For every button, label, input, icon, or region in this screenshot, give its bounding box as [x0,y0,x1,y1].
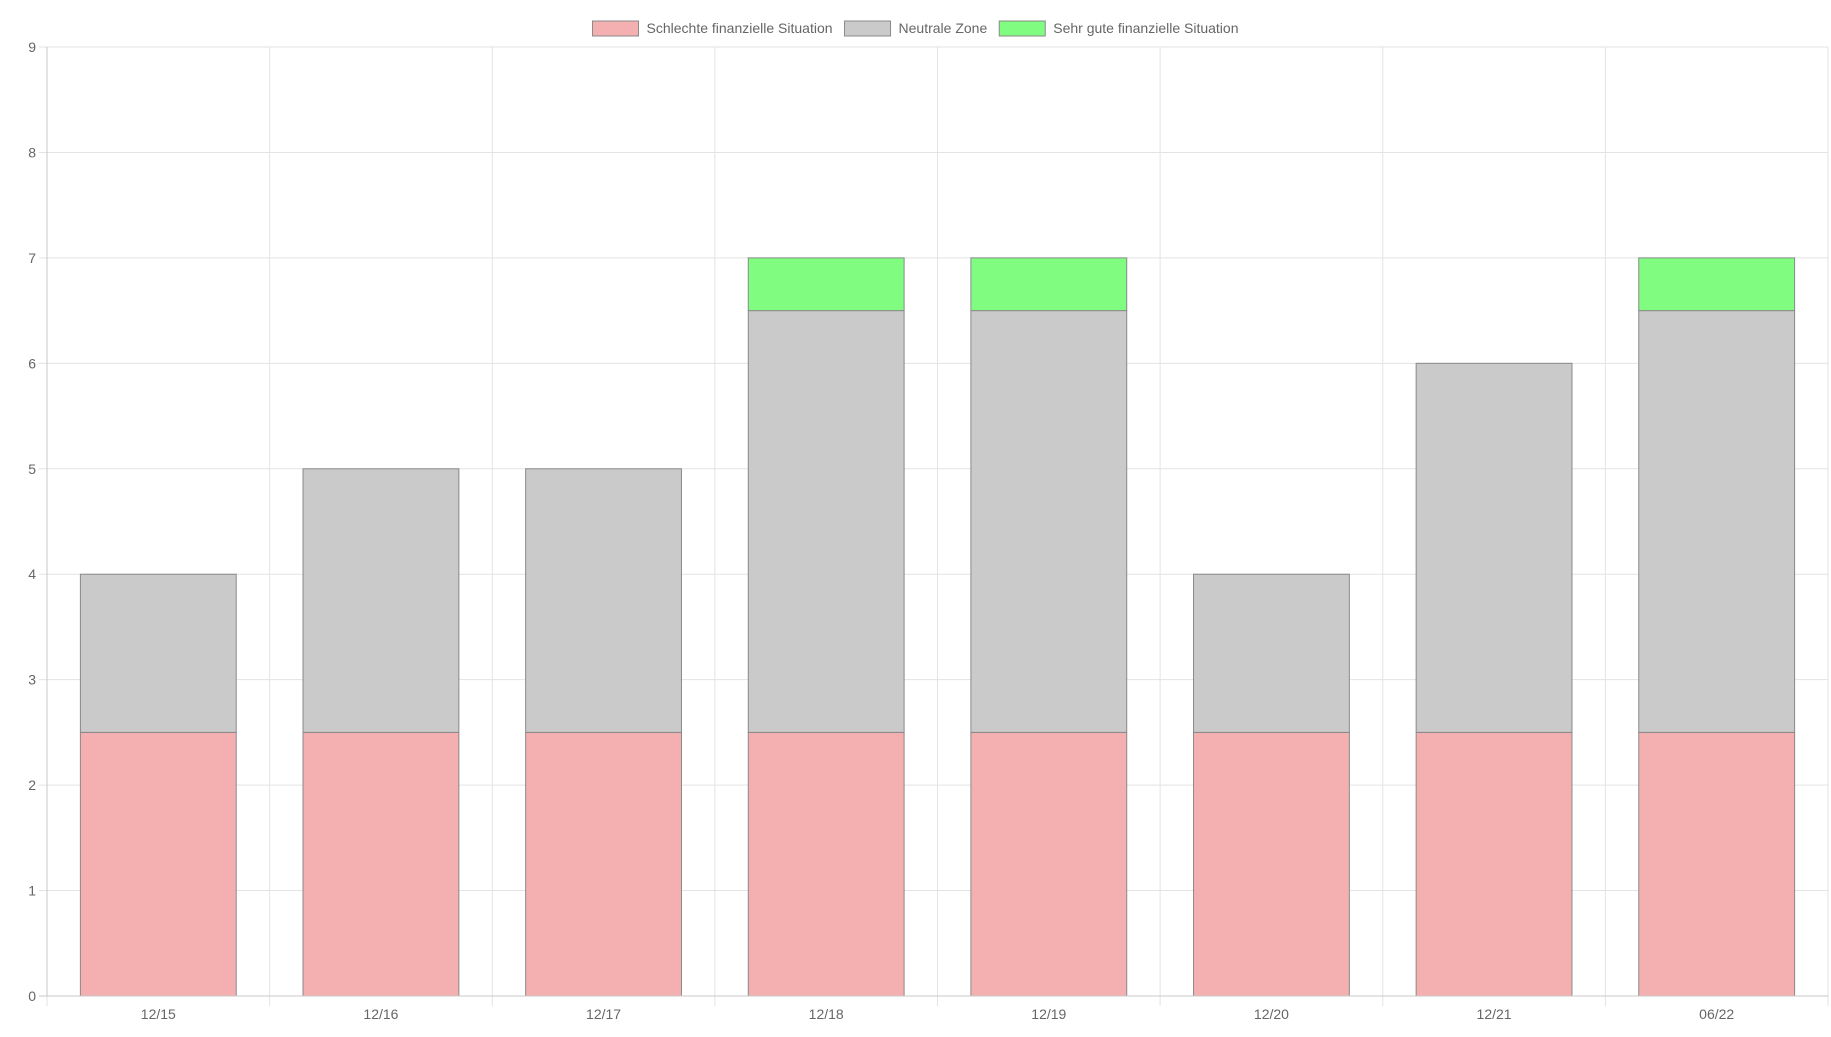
bar-segment-2-12-15[interactable] [79,573,237,733]
y-tick-label: 0 [28,988,36,1004]
bar-segment-1-12-15[interactable] [79,731,237,997]
bar-segment-2-06-22[interactable] [1638,310,1796,733]
y-tick-label: 6 [28,355,36,371]
legend-swatch [844,20,892,37]
y-tick-label: 5 [28,461,36,477]
chart-legend: Schlechte finanzielle Situation Neutrale … [592,20,1238,37]
x-tick-label: 12/20 [1254,1006,1289,1022]
bar-segment-2-12-17[interactable] [525,468,682,733]
y-tick-label: 4 [28,566,36,582]
legend-swatch [998,20,1046,37]
bar-segment-2-12-20[interactable] [1193,573,1350,733]
x-tick-label: 12/19 [1031,1006,1066,1022]
legend-label: Neutrale Zone [899,20,988,36]
bar-segment-1-12-21[interactable] [1415,731,1573,997]
legend-item-1[interactable]: Schlechte finanzielle Situation [592,20,833,37]
x-tick-label: 12/16 [363,1006,398,1022]
bar-segment-1-12-16[interactable] [302,731,460,997]
bar-segment-3-12-18[interactable] [747,257,905,312]
bar-segment-2-12-21[interactable] [1415,362,1573,733]
legend-item-3[interactable]: Sehr gute finanzielle Situation [998,20,1238,37]
bar-segment-2-12-19[interactable] [970,310,1128,733]
y-tick-label: 7 [28,250,36,266]
bar-segment-2-12-16[interactable] [302,468,460,733]
chart-tick-labels: 0 1 2 3 4 5 6 7 8 9 12/15 12/16 12/17 12/18 12/19 12/20… [28,39,1734,1022]
legend-label: Schlechte finanzielle Situation [647,20,833,36]
legend-item-2[interactable]: Neutrale Zone [844,20,988,37]
y-tick-label: 3 [28,672,36,688]
bar-segment-1-12-20[interactable] [1193,731,1350,997]
bar-segment-2-12-18[interactable] [747,310,905,733]
x-tick-label: 06/22 [1699,1006,1734,1022]
bar-segment-1-12-19[interactable] [970,731,1128,997]
bar-segment-3-12-19[interactable] [970,257,1128,312]
chart-bars [79,257,1796,997]
bar-segment-1-06-22[interactable] [1638,731,1796,997]
chart-axes [39,47,1828,997]
x-tick-label: 12/21 [1477,1006,1512,1022]
bar-segment-1-12-17[interactable] [525,731,682,997]
y-tick-label: 8 [28,144,36,160]
x-tick-label: 12/18 [809,1006,844,1022]
y-tick-label: 1 [28,883,36,899]
x-tick-label: 12/17 [586,1006,621,1022]
bar-segment-1-12-18[interactable] [747,731,905,997]
y-tick-label: 2 [28,777,36,793]
y-tick-label: 9 [28,39,36,55]
x-tick-label: 12/15 [141,1006,176,1022]
bar-segment-3-06-22[interactable] [1638,257,1796,312]
legend-swatch [592,20,640,37]
legend-label: Sehr gute finanzielle Situation [1053,20,1238,36]
